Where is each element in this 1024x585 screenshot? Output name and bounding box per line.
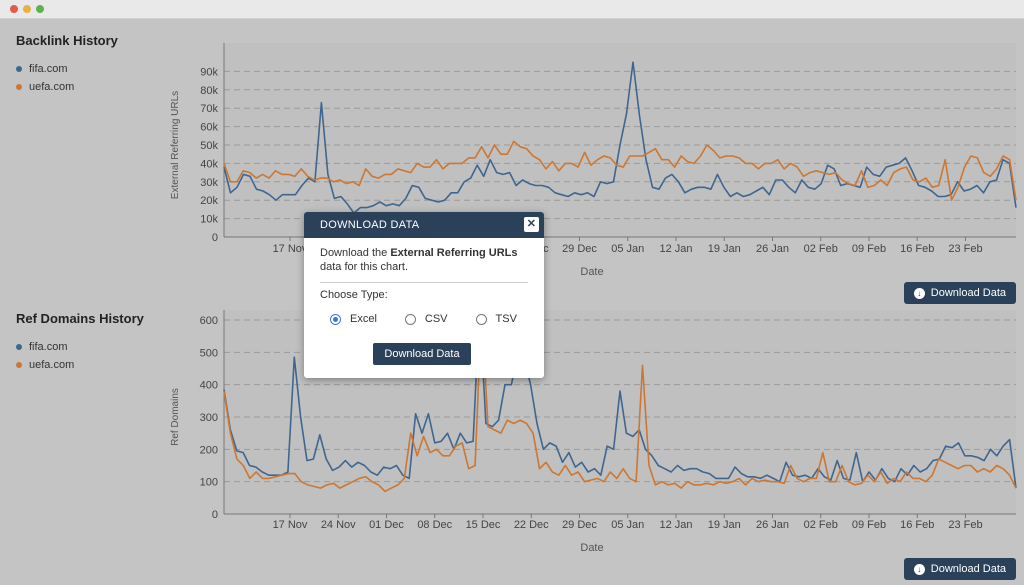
legend-dot-icon xyxy=(16,66,22,73)
x-tick-label: 17 Nov xyxy=(273,243,308,255)
series-line-fifa-com xyxy=(223,61,1017,214)
download-button-label: Download Data xyxy=(930,287,1006,299)
radio-label: TSV xyxy=(495,313,517,325)
x-tick-label: 26 Jan xyxy=(756,519,789,531)
y-tick-label: 400 xyxy=(200,380,218,392)
desc-prefix: Download the xyxy=(320,247,391,259)
x-tick-label: 16 Feb xyxy=(900,519,934,531)
y-tick-label: 40k xyxy=(200,158,218,170)
radio-csv[interactable]: CSV xyxy=(404,313,448,325)
y-tick-label: 10k xyxy=(200,214,218,226)
backlink-history-title: Backlink History xyxy=(16,33,118,48)
minimize-window-icon[interactable] xyxy=(23,5,31,13)
y-tick-label: 20k xyxy=(200,195,218,207)
x-tick-label: 12 Jan xyxy=(659,519,692,531)
modal-header: DOWNLOAD DATA ✕ xyxy=(304,212,544,238)
download-icon: ↓ xyxy=(913,563,925,575)
x-tick-label: 22 Dec xyxy=(514,519,549,531)
radio-label: CSV xyxy=(424,313,448,325)
modal-description: Download the External Referring URLs dat… xyxy=(320,246,528,283)
x-tick-label: 19 Jan xyxy=(708,243,741,255)
plot-area xyxy=(224,43,1016,237)
x-tick-label: 09 Feb xyxy=(852,243,886,255)
backlink-download-button[interactable]: ↓ Download Data xyxy=(903,282,1016,304)
radio-excel[interactable]: Excel xyxy=(330,313,377,325)
x-axis-title: Date xyxy=(580,266,603,278)
series-line-uefa-com xyxy=(223,305,1017,493)
x-axis-title: Date xyxy=(580,542,603,554)
radio-unselected-icon[interactable] xyxy=(404,313,416,325)
legend-item-uefa[interactable]: uefa.com xyxy=(16,81,74,93)
desc-suffix: data for this chart. xyxy=(320,261,409,273)
close-window-icon[interactable] xyxy=(10,5,18,13)
y-axis-title: Ref Domains xyxy=(170,388,181,446)
y-tick-label: 70k xyxy=(200,103,218,115)
download-button-label: Download Data xyxy=(930,563,1006,575)
radio-unselected-icon[interactable] xyxy=(475,313,487,325)
y-tick-label: 90k xyxy=(200,66,218,78)
ref-domains-download-button[interactable]: ↓ Download Data xyxy=(903,558,1016,580)
x-tick-label: 23 Feb xyxy=(948,519,982,531)
desc-chart-name: External Referring URLs xyxy=(390,247,518,259)
y-tick-label: 100 xyxy=(200,477,218,489)
x-tick-label: 29 Dec xyxy=(562,243,597,255)
window-titlebar xyxy=(0,0,1024,19)
legend-dot-icon xyxy=(16,84,22,91)
content-panel: Backlink History fifa.com uefa.com 0 10k 2… xyxy=(0,19,1024,585)
y-tick-label: 80k xyxy=(200,85,218,97)
x-tick-label: 26 Jan xyxy=(756,243,789,255)
x-tick-label: 16 Feb xyxy=(900,243,934,255)
legend-dot-icon xyxy=(16,362,22,369)
radio-selected-icon[interactable] xyxy=(330,313,341,325)
x-tick-label: 05 Jan xyxy=(611,243,644,255)
y-tick-label: 0 xyxy=(212,232,218,244)
download-icon: ↓ xyxy=(913,287,925,299)
x-tick-label: 09 Feb xyxy=(852,519,886,531)
y-tick-label: 500 xyxy=(200,347,218,359)
x-tick-label: 24 Nov xyxy=(321,519,356,531)
legend-item-fifa[interactable]: fifa.com xyxy=(16,63,68,75)
legend-item-uefa[interactable]: uefa.com xyxy=(16,359,74,371)
x-tick-label: 01 Dec xyxy=(369,519,404,531)
legend-dot-icon xyxy=(16,344,22,351)
series-line-uefa-com xyxy=(223,140,1017,201)
y-tick-label: 50k xyxy=(200,140,218,152)
y-tick-label: 60k xyxy=(200,122,218,134)
x-tick-label: 19 Jan xyxy=(708,519,741,531)
legend-label: uefa.com xyxy=(29,81,75,93)
download-data-modal: DOWNLOAD DATA ✕ Download the External Re… xyxy=(304,212,544,378)
x-tick-label: 02 Feb xyxy=(804,243,838,255)
series-line-fifa-com xyxy=(223,305,1017,489)
type-radio-group: Excel CSV TSV xyxy=(320,313,528,325)
close-icon[interactable]: ✕ xyxy=(524,217,539,232)
x-tick-label: 08 Dec xyxy=(417,519,452,531)
x-tick-label: 23 Feb xyxy=(948,243,982,255)
radio-label: Excel xyxy=(350,313,377,325)
x-tick-label: 12 Jan xyxy=(659,243,692,255)
y-axis-title: External Referring URLs xyxy=(170,91,181,199)
x-tick-label: 15 Dec xyxy=(466,519,501,531)
y-tick-label: 0 xyxy=(212,509,218,521)
choose-type-label: Choose Type: xyxy=(320,289,388,301)
radio-tsv[interactable]: TSV xyxy=(475,313,517,325)
y-tick-label: 600 xyxy=(200,315,218,327)
legend-item-fifa[interactable]: fifa.com xyxy=(16,341,68,353)
y-tick-label: 200 xyxy=(200,444,218,456)
modal-title: DOWNLOAD DATA xyxy=(320,219,420,231)
y-tick-label: 300 xyxy=(200,412,218,424)
y-tick-label: 30k xyxy=(200,177,218,189)
legend-label: uefa.com xyxy=(29,359,75,371)
maximize-window-icon[interactable] xyxy=(36,5,44,13)
legend-label: fifa.com xyxy=(29,341,68,353)
x-tick-label: 05 Jan xyxy=(611,519,644,531)
ref-domains-history-title: Ref Domains History xyxy=(16,311,144,326)
x-tick-label: 17 Nov xyxy=(273,519,308,531)
legend-label: fifa.com xyxy=(29,63,68,75)
modal-download-button[interactable]: Download Data xyxy=(373,343,471,365)
x-tick-label: 02 Feb xyxy=(804,519,838,531)
x-tick-label: 29 Dec xyxy=(562,519,597,531)
modal-body: Download the External Referring URLs dat… xyxy=(304,238,544,325)
